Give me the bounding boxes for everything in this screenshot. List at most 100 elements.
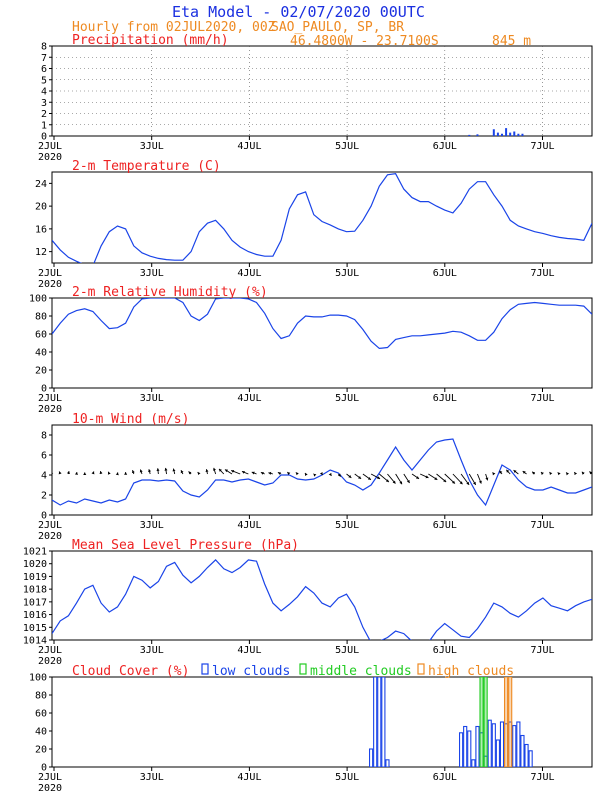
x-tick-label: 5JUL (335, 393, 359, 404)
wind-arrow-head (231, 470, 235, 473)
panel-clouds: 0 20 40 60 80 100 2JUL 3JUL 4JUL 5JUL 6JUL 7JUL 2020… (29, 663, 593, 792)
panel-frame (51, 171, 593, 264)
wind-arrow-head (188, 471, 192, 475)
data-group (52, 438, 592, 507)
chart-title: Eta Model - 02/07/2020 00UTC (172, 3, 425, 21)
cloud-legend: low clouds middle clouds high clouds (201, 663, 514, 679)
y-tick-label: 8 (41, 431, 47, 442)
year-label: 2020 (38, 783, 62, 792)
wind-arrow-head (99, 471, 103, 474)
wind-arrow-head (513, 470, 517, 473)
wind-arrow-head (305, 473, 308, 476)
x-tick-label: 6JUL (433, 268, 457, 279)
wind-arrow-head (499, 470, 503, 474)
y-tick-label: 4 (41, 471, 47, 482)
cloud-bar (528, 750, 533, 767)
data-group (52, 173, 592, 263)
y-tick-label: 0 (41, 763, 47, 774)
y-tick-label: 3 (41, 98, 47, 109)
y-tick-label: 4 (41, 87, 47, 98)
x-tick-label: 7JUL (531, 268, 555, 279)
wind-arrow-head (213, 467, 216, 471)
y-tick-label: 40 (35, 348, 47, 359)
y-tick-label: 100 (29, 673, 47, 684)
x-tick-label: 4JUL (237, 141, 261, 152)
x-tick-label: 6JUL (433, 393, 457, 404)
x-tick-label: 2JUL (38, 645, 62, 656)
y-tick-label: 60 (35, 330, 47, 341)
wind-arrow-head (313, 473, 317, 477)
x-tick-label: 6JUL (433, 141, 457, 152)
x-tick-label: 6JUL (433, 772, 457, 783)
y-tick-label: 8 (41, 42, 47, 53)
wind-arrow-head (367, 477, 371, 480)
wind-arrow-head (452, 480, 455, 484)
cloud-bar (508, 677, 513, 767)
panel-wind: 0 2 4 6 8 2JUL 3JUL 4JUL 5JUL 6JUL 7JUL 2020 10-m Wi… (38, 412, 593, 542)
precip-bar (517, 133, 520, 136)
series-line (52, 438, 592, 507)
x-tick-label: 2JUL (38, 268, 62, 279)
data-group (52, 559, 592, 640)
precip-bar (476, 134, 479, 136)
cloud-bar (373, 677, 378, 767)
wind-arrow-head (459, 481, 463, 485)
legend-swatch (201, 663, 209, 675)
x-tick-label: 7JUL (531, 393, 555, 404)
wind-arrow-head (377, 476, 381, 479)
wind-arrow-head (268, 471, 272, 475)
cloud-bar (368, 748, 374, 767)
y-tick-label: 16 (35, 224, 47, 235)
legend-swatch (299, 663, 307, 675)
y-tick-label: 40 (35, 727, 47, 738)
x-tick-label: 5JUL (335, 772, 359, 783)
x-tick-label: 7JUL (531, 520, 555, 531)
wind-arrow-head (219, 468, 222, 472)
wind-arrow-head (251, 471, 255, 475)
wind-arrow-head (107, 471, 111, 475)
cloud-bar (524, 743, 529, 767)
year-label: 2020 (38, 656, 62, 667)
x-tick-label: 6JUL (433, 520, 457, 531)
x-tick-label: 4JUL (237, 645, 261, 656)
wind-arrow-head (66, 471, 70, 474)
y-tick-label: 80 (35, 691, 47, 702)
legend-label: low clouds (212, 664, 290, 679)
x-tick-label: 6JUL (433, 645, 457, 656)
panel-rh: 0 20 40 60 80 100 2JUL 3JUL 4JUL 5JUL 6JUL 7JUL 2020… (29, 285, 593, 415)
wind-arrow-head (295, 472, 299, 476)
cloud-bar (512, 725, 517, 767)
wind-arrow-head (58, 471, 62, 475)
y-tick-label: 7 (41, 53, 47, 64)
wind-arrow-head (52, 472, 54, 475)
wind-arrow-head (589, 471, 592, 475)
elevation-label: 845 m (492, 34, 531, 49)
wind-arrow-head (260, 472, 264, 475)
precip-bar (513, 131, 516, 136)
cloud-bar (385, 759, 390, 767)
precip-bar (496, 132, 499, 136)
y-tick-label: 6 (41, 451, 47, 462)
wind-arrow-head (566, 472, 569, 476)
y-tick-label: 1020 (23, 559, 47, 570)
y-tick-label: 20 (35, 202, 47, 213)
x-tick-label: 5JUL (335, 645, 359, 656)
x-tick-label: 4JUL (237, 772, 261, 783)
panel-temp: 12 16 20 24 2JUL 3JUL 4JUL 5JUL 6JUL 7JUL 2020 2-m … (35, 159, 593, 290)
wind-arrow-head (478, 480, 482, 484)
precip-bar (468, 134, 471, 136)
cloud-bar (381, 677, 386, 767)
cloud-bar (495, 739, 501, 767)
y-tick-label: 20 (35, 745, 47, 756)
precip-bar (505, 128, 508, 136)
x-tick-label: 3JUL (140, 141, 164, 152)
x-tick-label: 2JUL (38, 141, 62, 152)
wind-arrow-head (425, 475, 429, 479)
panel-frame (51, 297, 593, 389)
y-tick-label: 100 (29, 294, 47, 305)
cloud-bar (483, 677, 488, 767)
wind-arrow-head (574, 472, 578, 476)
wind-arrow-head (131, 470, 135, 474)
wind-arrow-head (358, 476, 362, 479)
